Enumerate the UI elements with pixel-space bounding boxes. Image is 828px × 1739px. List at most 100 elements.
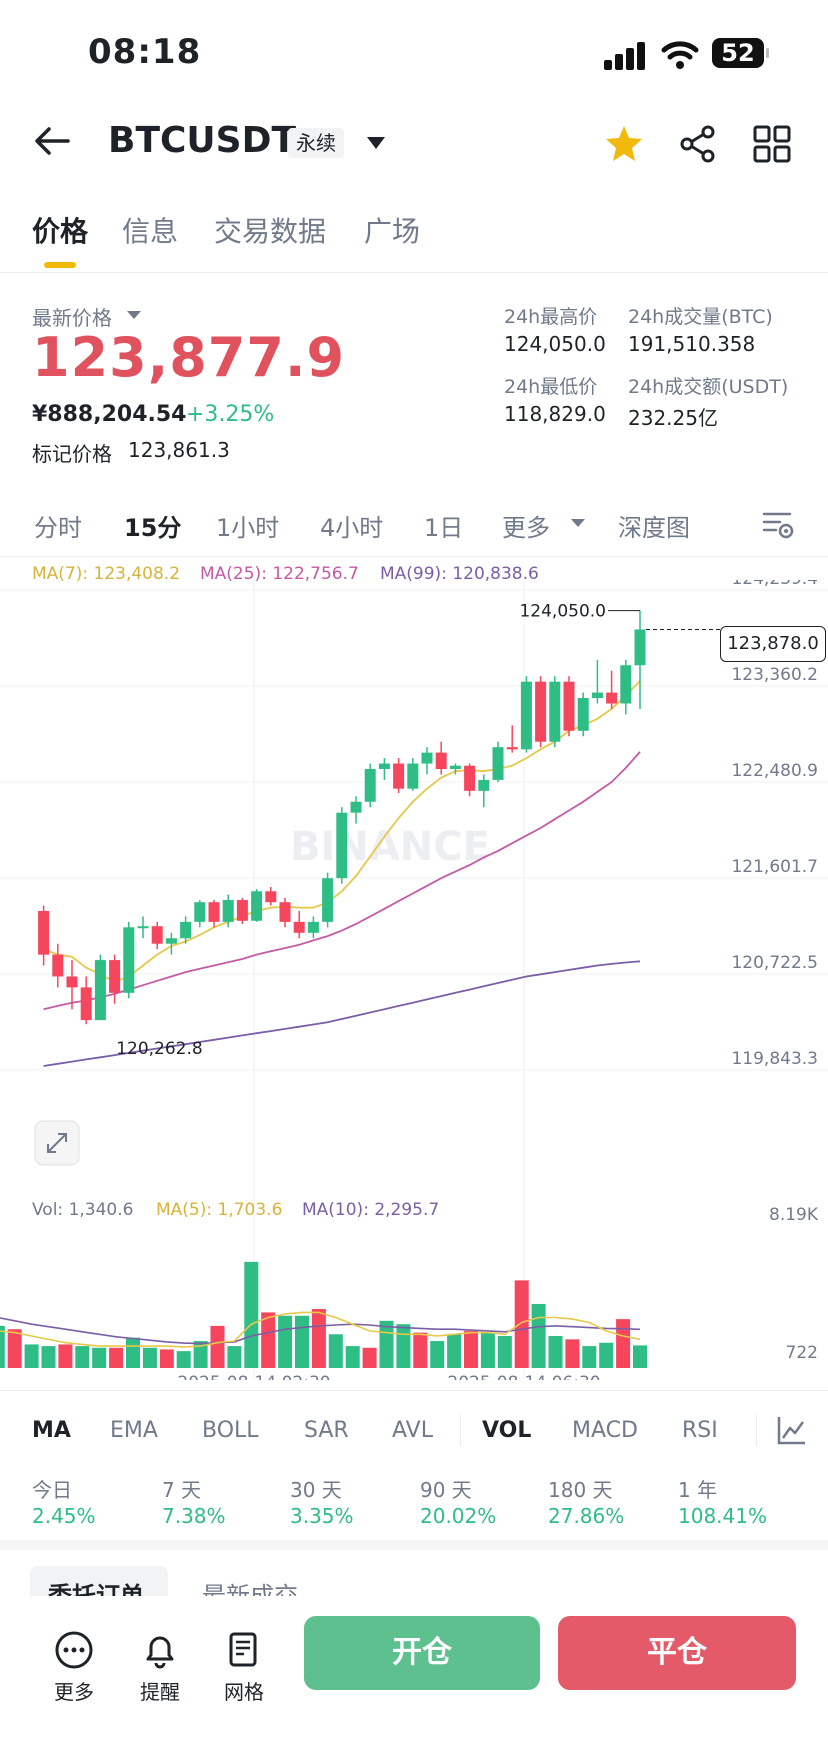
candle-body xyxy=(251,891,263,921)
candlestick-chart[interactable]: BINANCE 124,239.4 123,360.2 122,480.9 121,6… xyxy=(0,580,828,1380)
x-axis-label: 2025-08-14 06:30 xyxy=(447,1373,600,1380)
perf-value-180d: 27.86% xyxy=(548,1504,625,1528)
indicator-macd[interactable]: MACD xyxy=(572,1418,638,1443)
candle-body xyxy=(94,960,106,1021)
candle-body xyxy=(336,812,348,879)
volume-bar xyxy=(126,1337,140,1368)
grid-menu-icon[interactable] xyxy=(752,124,792,164)
indicator-separator xyxy=(460,1414,461,1446)
perf-value-today: 2.45% xyxy=(32,1504,96,1528)
bottom-grid[interactable]: 网格 xyxy=(204,1630,284,1705)
tab-info[interactable]: 信息 xyxy=(122,215,179,248)
volume-bar xyxy=(396,1324,411,1368)
volume-bar xyxy=(582,1346,597,1368)
contract-type-badge: 永续 xyxy=(288,128,344,158)
bottom-more[interactable]: 更多 xyxy=(34,1630,114,1705)
indicator-ema[interactable]: EMA xyxy=(110,1418,158,1443)
y-tick-label: 122,480.9 xyxy=(731,761,818,781)
candle-body xyxy=(549,681,561,742)
indicator-ma[interactable]: MA xyxy=(32,1418,71,1443)
candle-body xyxy=(449,765,461,770)
volume-bar xyxy=(261,1312,276,1368)
status-time: 08:18 xyxy=(88,32,202,72)
candle-body xyxy=(307,921,319,933)
tab-trading-data[interactable]: 交易数据 xyxy=(214,215,327,248)
close-position-button[interactable]: 平仓 xyxy=(558,1616,796,1690)
volume-bar xyxy=(159,1349,174,1368)
indicator-settings-icon[interactable] xyxy=(776,1414,808,1446)
change-percent: +3.25% xyxy=(186,402,275,427)
volume-bar xyxy=(295,1315,309,1368)
candle-body xyxy=(265,891,277,903)
candle-body xyxy=(492,747,504,780)
grid-trading-icon xyxy=(229,1632,257,1667)
volume-bar xyxy=(328,1334,343,1368)
indicator-sar[interactable]: SAR xyxy=(304,1418,349,1443)
perf-value-90d: 20.02% xyxy=(420,1504,497,1528)
volume-bar xyxy=(142,1347,157,1368)
volume-bar xyxy=(7,1329,22,1368)
volume-bar xyxy=(616,1319,631,1368)
tab-price[interactable]: 价格 xyxy=(32,215,89,248)
vol-ma10-legend: MA(10): 2,295.7 xyxy=(302,1200,440,1220)
more-dropdown-icon[interactable] xyxy=(570,518,586,528)
latest-price-label[interactable]: 最新价格 xyxy=(32,306,112,330)
symbol-dropdown-icon[interactable] xyxy=(366,136,386,150)
volume-bar xyxy=(311,1309,326,1368)
low-24h-label: 24h最低价 xyxy=(504,376,598,398)
indicator-vol[interactable]: VOL xyxy=(482,1418,532,1443)
timeframe-line[interactable]: 分时 xyxy=(34,514,82,542)
timeframe-15m[interactable]: 15分 xyxy=(124,514,182,542)
volume-bar xyxy=(345,1346,360,1368)
chart-settings-icon[interactable] xyxy=(762,510,794,540)
x-axis-label: 2025-08-14 02:30 xyxy=(177,1373,330,1380)
perf-label-today: 今日 xyxy=(32,1478,72,1502)
candle-body xyxy=(279,902,291,922)
timeframe-4h[interactable]: 4小时 xyxy=(320,514,384,542)
indicator-avl[interactable]: AVL xyxy=(392,1418,433,1443)
volume-btc-value: 191,510.358 xyxy=(628,332,756,356)
active-tab-indicator xyxy=(44,262,76,268)
volume-bar xyxy=(531,1303,546,1368)
volume-bar xyxy=(278,1315,293,1368)
candle-body xyxy=(165,938,177,944)
volume-bar xyxy=(464,1330,478,1368)
open-position-button[interactable]: 开仓 xyxy=(304,1616,540,1690)
back-arrow-icon[interactable] xyxy=(34,126,70,156)
depth-chart-tab[interactable]: 深度图 xyxy=(618,514,690,542)
candle-body xyxy=(364,769,376,802)
volume-bar xyxy=(41,1346,56,1368)
tab-square[interactable]: 广场 xyxy=(364,215,421,248)
favorite-star-icon[interactable] xyxy=(604,124,644,162)
symbol-title[interactable]: BTCUSDT xyxy=(108,120,297,161)
mark-price-label: 标记价格 xyxy=(32,442,112,466)
candle-body xyxy=(620,665,632,704)
candle-body xyxy=(52,954,64,977)
low-24h-value: 118,829.0 xyxy=(504,402,606,426)
latest-price-dropdown-icon[interactable] xyxy=(126,310,142,320)
candle-body xyxy=(378,763,390,770)
fullscreen-expand-icon[interactable] xyxy=(34,1120,80,1166)
perf-label-30d: 30 天 xyxy=(290,1478,342,1502)
indicator-boll[interactable]: BOLL xyxy=(202,1418,259,1443)
volume-bar xyxy=(447,1334,462,1368)
timeframe-1h[interactable]: 1小时 xyxy=(216,514,280,542)
volume-bar xyxy=(176,1351,191,1368)
candle-body xyxy=(606,692,618,704)
battery-indicator: 52 xyxy=(712,38,769,68)
candle-body xyxy=(38,910,50,955)
ma99-legend: MA(99): 120,838.6 xyxy=(380,564,539,584)
indicator-rsi[interactable]: RSI xyxy=(682,1418,718,1443)
volume-bar xyxy=(92,1347,107,1368)
timeframe-1d[interactable]: 1日 xyxy=(424,514,464,542)
perf-value-1y: 108.41% xyxy=(678,1504,767,1528)
bottom-alert[interactable]: 提醒 xyxy=(120,1630,200,1705)
volume-usdt-label: 24h成交额(USDT) xyxy=(628,376,789,398)
mark-price-value: 123,861.3 xyxy=(128,438,230,462)
vol-y-tick-label: 8.19K xyxy=(769,1205,819,1225)
share-icon[interactable] xyxy=(678,124,718,164)
candle-body xyxy=(293,921,305,933)
candle-body xyxy=(208,902,220,922)
timeframe-divider xyxy=(0,556,828,557)
timeframe-more[interactable]: 更多 xyxy=(502,514,550,542)
